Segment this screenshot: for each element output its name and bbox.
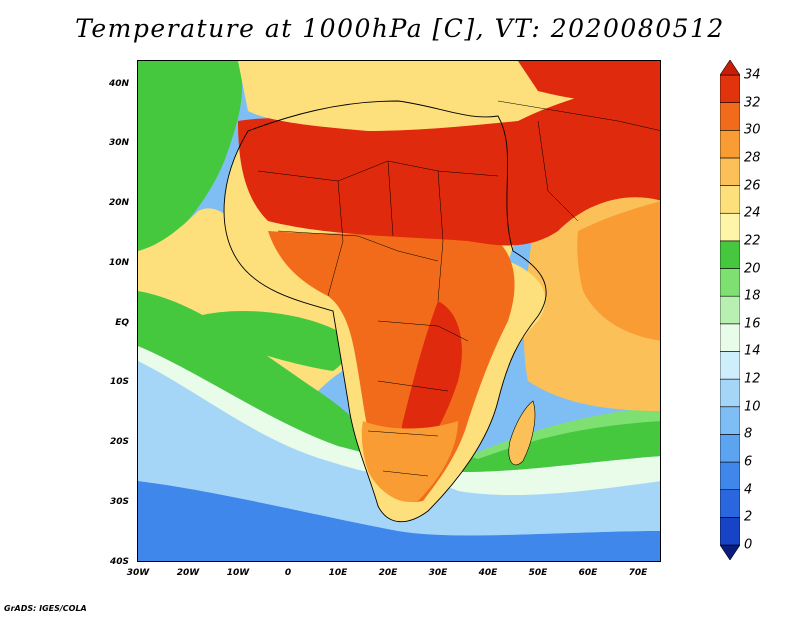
temperature-map [138, 61, 660, 561]
colorbar-tick-label: 18 [744, 288, 761, 304]
colorbar-tick-label: 4 [744, 482, 753, 498]
colorbar-segment [720, 351, 740, 380]
lon-label: 60E [578, 568, 598, 578]
colorbar-segment [720, 102, 740, 131]
green-north-atlantic [138, 61, 243, 251]
lon-label: 30W [126, 568, 150, 578]
lon-label: 20W [176, 568, 200, 578]
lat-label: EQ [115, 318, 129, 328]
colorbar-tick-label: 0 [744, 537, 753, 553]
colorbar-tick-label: 8 [744, 426, 753, 442]
colorbar-tick-label: 14 [744, 343, 761, 359]
map-panel [137, 60, 661, 562]
colorbar-segment [720, 212, 740, 242]
colorbar-segment [720, 129, 740, 159]
lat-label: 40S [109, 557, 129, 567]
colorbar-segment [720, 240, 740, 269]
colorbar-tick-label: 24 [744, 205, 761, 221]
colorbar-segment [720, 544, 740, 560]
colorbar-tick-label: 16 [744, 316, 761, 332]
colorbar-segment [720, 74, 740, 103]
colorbar-tick-label: 12 [744, 371, 761, 387]
lon-label: 30E [428, 568, 448, 578]
colorbar-segment [720, 268, 740, 297]
madagascar [508, 400, 536, 466]
green-southern-ocean [138, 291, 660, 472]
colorbar-segment [720, 489, 740, 518]
lon-label: 10W [226, 568, 250, 578]
cool-ocean-band [138, 361, 660, 536]
lat-label: 20S [109, 437, 129, 447]
colorbar-segment [720, 517, 740, 546]
lon-label: 20E [378, 568, 398, 578]
colorbar-segment [720, 378, 740, 408]
southern-africa-warm [361, 421, 458, 502]
lon-label: 40E [478, 568, 498, 578]
lon-label: 0 [284, 568, 292, 578]
colorbar-segment [720, 461, 740, 491]
map-title: Temperature at 1000hPa [C], VT: 20200805… [75, 14, 725, 43]
colorbar-segment [720, 157, 740, 186]
colorbar-segment [720, 185, 740, 214]
cold-southern-band [138, 481, 660, 561]
colorbar-segment [720, 434, 740, 463]
lat-label: 20N [108, 198, 129, 208]
colorbar-tick-label: 34 [744, 67, 761, 83]
colorbar-tick-label: 6 [744, 454, 753, 470]
green-gulf-of-guinea [198, 311, 348, 371]
country-borders [257, 100, 660, 477]
colorbar-tick-label: 22 [744, 233, 761, 249]
lat-label: 30N [108, 138, 129, 148]
arabian-sea-warm [577, 201, 660, 341]
lon-label: 50E [528, 568, 548, 578]
africa-coastline [223, 100, 547, 523]
colorbar-tick-label: 30 [744, 122, 761, 138]
colorbar-segment [720, 295, 740, 325]
lon-label: 70E [628, 568, 648, 578]
colorbar-tick-label: 28 [744, 150, 761, 166]
colorbar-tick-label: 32 [744, 95, 761, 111]
colorbar-tick-label: 26 [744, 178, 761, 194]
credit-text: GrADS: IGES/COLA [4, 604, 87, 613]
colorbar-segment [720, 323, 740, 352]
lat-label: 10S [109, 377, 129, 387]
lat-label: 10N [108, 258, 129, 268]
colorbar-segment [720, 406, 740, 435]
lat-label: 40N [108, 79, 129, 89]
colorbar-segment [720, 60, 740, 76]
colorbar-tick-label: 10 [744, 399, 761, 415]
middle-east-hot [518, 61, 660, 103]
east-africa-hot [401, 301, 462, 452]
lat-label: 30S [109, 497, 129, 507]
colorbar-tick-label: 20 [744, 261, 761, 277]
colorbar [720, 60, 740, 560]
lon-label: 10E [328, 568, 348, 578]
colorbar-tick-label: 2 [744, 509, 753, 525]
